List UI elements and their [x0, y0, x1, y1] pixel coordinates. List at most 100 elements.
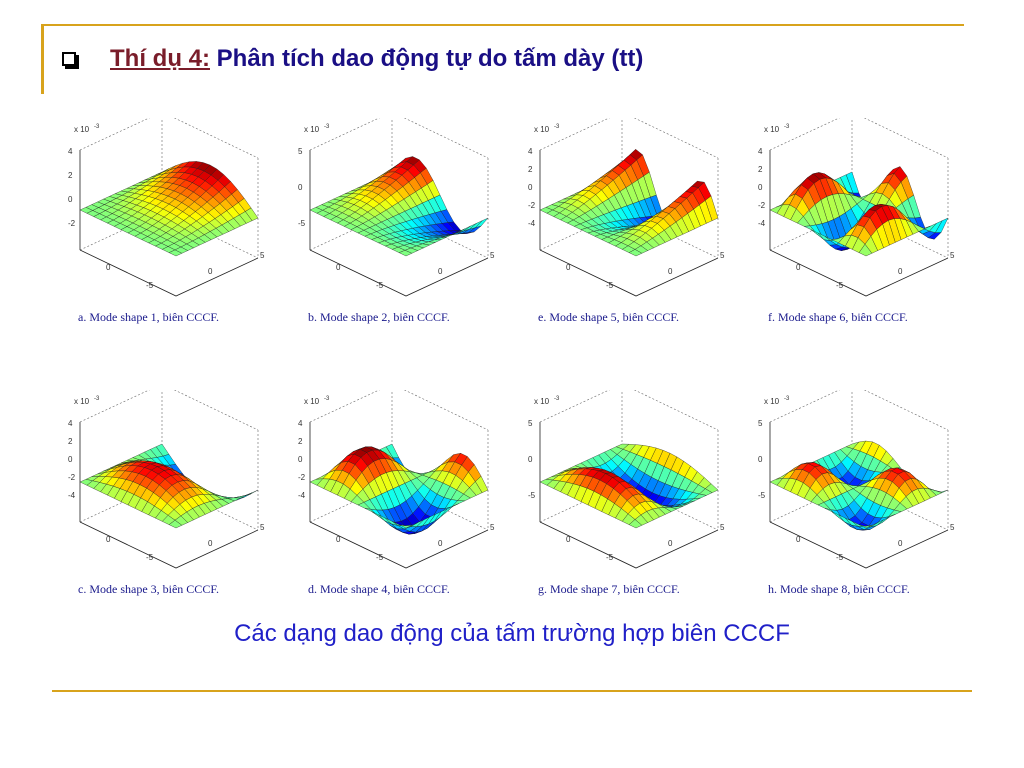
z-tick-label: 2 — [68, 171, 73, 180]
mode-shape-panel: x 10 -3 4 2 0 -2 -4 0 -5 0 5 e. Mode shape 5, biên … — [528, 118, 758, 358]
axis-tick-label: -5 — [146, 553, 154, 562]
z-tick-label: -2 — [758, 201, 766, 210]
slide-title: Thí dụ 4: Phân tích dao động tự do tấm d… — [110, 45, 643, 73]
axis-tick-label: 5 — [950, 523, 955, 532]
z-tick-label: 2 — [528, 165, 533, 174]
surface-cell — [859, 524, 872, 529]
axis-tick-label: 0 — [566, 263, 571, 272]
axis-tick-label: 5 — [260, 251, 265, 260]
title-text: Phân tích dao động tự do tấm dày (tt) — [209, 45, 644, 72]
z-tick-label: 5 — [298, 147, 303, 156]
frame-top-rule — [44, 24, 964, 26]
frame-left-rule — [41, 24, 44, 94]
surface-cell — [168, 519, 183, 529]
z-tick-label: 2 — [758, 165, 763, 174]
axis-tick-label: 0 — [898, 267, 903, 276]
surface-cell — [628, 249, 643, 257]
surface-cell — [628, 519, 643, 529]
mode-shape-plot: x 10 -3 4 2 0 -2 -4 0 -5 0 5 — [528, 118, 725, 297]
z-tick-label: 0 — [298, 183, 303, 192]
z-tick-label: 5 — [758, 419, 763, 428]
mode-shape-caption: d. Mode shape 4, biên CCCF. — [308, 582, 450, 596]
axis-tick-label: -5 — [836, 553, 844, 562]
exponent-label: x 10 — [534, 125, 550, 134]
square-bullet-icon — [62, 52, 79, 69]
z-tick-label: -4 — [758, 219, 766, 228]
mode-shape-panel: x 10 -3 4 2 0 -2 0 -5 0 5 a. Mode shape 1, biên CC… — [68, 118, 298, 358]
mode-shape-plot: x 10 -3 5 0 -5 0 -5 0 5 — [298, 118, 495, 297]
exponent-label: x 10 — [764, 125, 780, 134]
axis-tick-label: 0 — [208, 539, 213, 548]
surface-cell — [398, 250, 413, 257]
exponent-superscript: -3 — [784, 124, 790, 130]
z-tick-label: -2 — [68, 219, 76, 228]
base-axis-lines — [539, 249, 719, 297]
axis-tick-label: -5 — [606, 281, 614, 290]
surface-cell — [858, 243, 873, 257]
mode-shape-panel: x 10 -3 5 0 -5 0 -5 0 5 h. Mode shape 8, biên CCC… — [758, 390, 988, 630]
base-axis-lines — [539, 521, 719, 569]
z-tick-label: -2 — [298, 473, 306, 482]
exponent-superscript: -3 — [94, 124, 100, 130]
mode-shape-plot: x 10 -3 4 2 0 -2 0 -5 0 5 — [68, 118, 265, 297]
base-axis-lines — [769, 249, 949, 297]
axis-box-back — [539, 390, 719, 531]
z-tick-label: 5 — [528, 419, 533, 428]
z-tick-label: 4 — [528, 147, 533, 156]
z-tick-label: -4 — [528, 219, 536, 228]
mode-shape-panel: x 10 -3 4 2 0 -2 -4 0 -5 0 5 f. Mode shape 6, biên … — [758, 118, 988, 358]
axis-tick-label: 0 — [668, 267, 673, 276]
axis-tick-label: 0 — [208, 267, 213, 276]
z-tick-label: 0 — [68, 195, 73, 204]
mode-shape-panel: x 10 -3 4 2 0 -2 -4 0 -5 0 5 c. Mode shape 3, biên … — [68, 390, 298, 630]
z-tick-label: 4 — [298, 419, 303, 428]
axis-tick-label: 5 — [950, 251, 955, 260]
mode-shape-plot: x 10 -3 4 2 0 -2 -4 0 -5 0 5 — [68, 390, 265, 569]
axis-box-back — [769, 390, 949, 531]
title-example-label: Thí dụ 4: — [110, 45, 210, 72]
base-axis-lines — [309, 249, 489, 297]
base-axis-lines — [79, 521, 259, 569]
slide-title-row: Thí dụ 4: Phân tích dao động tự do tấm d… — [62, 42, 643, 76]
axis-tick-label: 0 — [566, 535, 571, 544]
z-tick-label: -5 — [528, 491, 536, 500]
mode-shape-caption: h. Mode shape 8, biên CCCF. — [768, 582, 910, 596]
axis-tick-label: 5 — [490, 523, 495, 532]
z-tick-label: 4 — [758, 147, 763, 156]
axis-tick-label: 0 — [336, 535, 341, 544]
exponent-superscript: -3 — [94, 396, 100, 402]
axis-tick-label: 5 — [720, 523, 725, 532]
base-axis-lines — [309, 521, 489, 569]
z-tick-label: 4 — [68, 147, 73, 156]
axis-box-back — [309, 118, 489, 259]
mode-shape-caption: b. Mode shape 2, biên CCCF. — [308, 310, 450, 324]
exponent-superscript: -3 — [784, 396, 790, 402]
axis-tick-label: 0 — [106, 535, 111, 544]
exponent-label: x 10 — [304, 397, 320, 406]
axis-box-back — [769, 118, 949, 259]
z-tick-label: -2 — [68, 473, 76, 482]
exponent-label: x 10 — [74, 397, 90, 406]
exponent-label: x 10 — [304, 125, 320, 134]
z-tick-label: -4 — [68, 491, 76, 500]
z-tick-label: 0 — [528, 183, 533, 192]
exponent-superscript: -3 — [554, 124, 560, 130]
axis-box-back — [79, 118, 259, 259]
z-tick-label: -4 — [298, 491, 306, 500]
base-axis-lines — [79, 249, 259, 297]
surface-cell — [399, 524, 412, 529]
mode-shape-caption: c. Mode shape 3, biên CCCF. — [78, 582, 220, 596]
axis-tick-label: 5 — [260, 523, 265, 532]
axis-tick-label: 0 — [668, 539, 673, 548]
z-tick-label: 0 — [68, 455, 73, 464]
main-caption: Các dạng dao động của tấm trường hợp biê… — [234, 620, 790, 647]
axis-tick-label: -5 — [606, 553, 614, 562]
z-tick-label: -5 — [758, 491, 766, 500]
exponent-superscript: -3 — [554, 396, 560, 402]
axis-box-back — [309, 390, 489, 531]
exponent-label: x 10 — [764, 397, 780, 406]
axis-tick-label: 0 — [796, 535, 801, 544]
mode-shape-caption: a. Mode shape 1, biên CCCF. — [78, 310, 220, 324]
axis-tick-label: -5 — [376, 281, 384, 290]
axis-tick-label: -5 — [376, 553, 384, 562]
